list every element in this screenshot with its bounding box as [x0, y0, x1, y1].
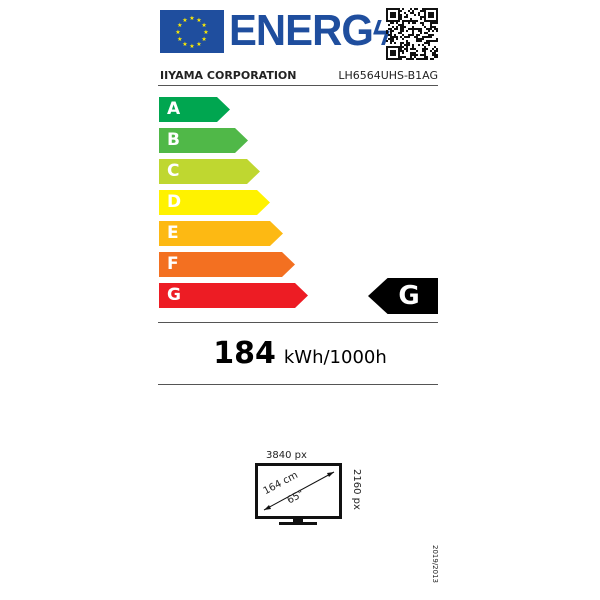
consumption-value: 184: [213, 336, 276, 371]
energy-consumption: 184 kWh/1000h: [0, 336, 600, 371]
energy-title: ENERGϟ: [229, 6, 390, 55]
divider: [158, 322, 438, 323]
svg-text:★: ★: [177, 22, 182, 29]
svg-text:★: ★: [182, 41, 187, 48]
model-identifier: LH6564UHS-B1AG: [338, 69, 438, 82]
svg-text:★: ★: [203, 29, 208, 36]
energy-class-arrow-e: E: [159, 221, 283, 246]
svg-text:★: ★: [196, 17, 201, 24]
regulation-number: 2019/2013: [431, 545, 439, 583]
energy-class-arrow-f: F: [159, 252, 295, 277]
tv-icon: [255, 463, 343, 531]
energy-class-arrow-b: B: [159, 128, 248, 153]
resolution-height: 2160 px: [350, 469, 362, 510]
energy-class-arrow-d: D: [159, 190, 270, 215]
svg-text:★: ★: [201, 36, 206, 43]
svg-text:★: ★: [175, 29, 180, 36]
supplier-name: IIYAMA CORPORATION: [160, 69, 297, 82]
svg-text:★: ★: [189, 15, 194, 22]
svg-text:★: ★: [201, 22, 206, 29]
divider: [158, 85, 438, 86]
lightning-icon: ϟ: [372, 15, 390, 53]
eu-flag-icon: ★ ★ ★ ★ ★ ★ ★ ★ ★ ★ ★ ★: [160, 10, 224, 53]
energy-class-arrow-g: G: [159, 283, 308, 308]
qr-code-icon: [386, 8, 438, 60]
svg-text:★: ★: [177, 36, 182, 43]
resolution-width: 3840 px: [266, 450, 307, 461]
svg-text:★: ★: [182, 17, 187, 24]
energy-class-arrow-a: A: [159, 97, 230, 122]
svg-text:★: ★: [189, 43, 194, 50]
consumption-unit: kWh/1000h: [283, 347, 387, 368]
energy-class-arrow-c: C: [159, 159, 260, 184]
energy-class-indicator: G: [368, 278, 438, 314]
svg-text:★: ★: [196, 41, 201, 48]
divider: [158, 384, 438, 385]
